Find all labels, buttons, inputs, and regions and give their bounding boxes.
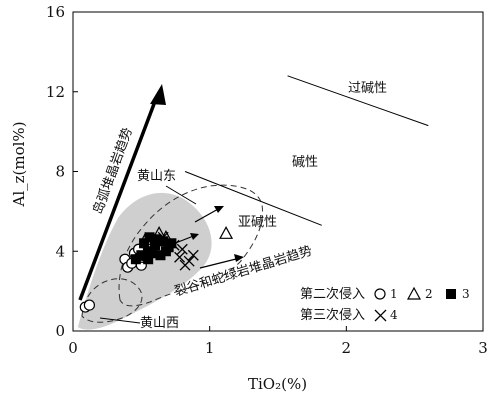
legend-x-icon [375, 310, 386, 321]
y-tick-label: 16 [46, 3, 65, 21]
legend-key-4: 4 [390, 308, 398, 322]
x-tick-label: 1 [205, 339, 215, 357]
legend-key-1: 1 [390, 287, 398, 301]
legend-key-3: 3 [462, 287, 470, 301]
legend-square-icon [446, 289, 456, 299]
legend-third-intrusion: 第三次侵入 [300, 307, 365, 323]
legend: 第二次侵入 第三次侵入 1 2 3 4 [300, 286, 470, 323]
y-tick-label: 4 [55, 242, 65, 260]
peralkaline-label: 过碱性 [348, 81, 387, 96]
rift-arrowhead-2 [214, 206, 224, 213]
y-tick-label: 8 [55, 163, 65, 181]
rift-arrowhead-3 [234, 254, 244, 262]
alkaline-label: 碱性 [292, 155, 318, 170]
x-axis-title: TiO₂(%) [248, 375, 307, 393]
triangle-point [220, 227, 232, 238]
x-tick-label: 3 [478, 339, 488, 357]
legend-key-2: 2 [425, 287, 433, 301]
huangshan-east-label: 黄山东 [137, 169, 176, 184]
square-point [161, 246, 171, 256]
legend-circle-icon [375, 289, 385, 299]
y-axis-title: Al_z(mol%) [10, 121, 28, 207]
subalkaline-label: 亚碱性 [238, 215, 277, 230]
legend-second-intrusion: 第二次侵入 [300, 286, 365, 302]
circle-point [84, 300, 94, 310]
square-point [143, 254, 153, 264]
y-tick-label: 0 [55, 322, 65, 340]
arc-trend-arrowhead [150, 84, 166, 105]
x-tick-label: 2 [342, 339, 352, 357]
legend-triangle-icon [408, 288, 420, 299]
y-tick-label: 12 [46, 83, 65, 101]
huangshan-west-label: 黄山西 [140, 316, 179, 331]
x-tick-label: 0 [68, 339, 78, 357]
